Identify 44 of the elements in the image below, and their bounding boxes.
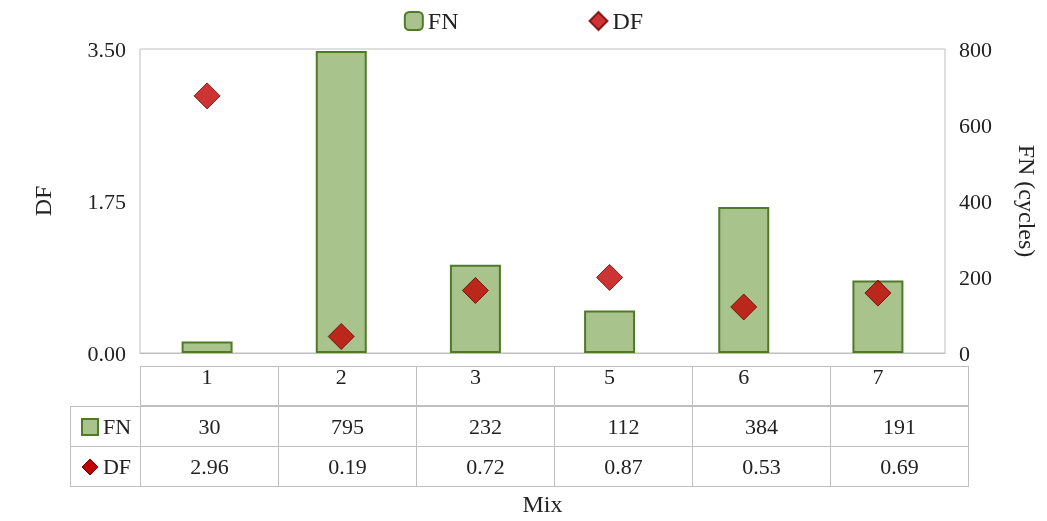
data-label: 2.96 <box>190 453 229 480</box>
y-tick-label: 3.50 <box>87 36 126 62</box>
data-label: 30 <box>198 413 221 440</box>
data-label: 191 <box>883 413 916 440</box>
x-tick-label: 3 <box>469 363 481 389</box>
data-label: 232 <box>469 413 502 440</box>
data-label: 0.19 <box>328 453 367 480</box>
bar <box>584 310 636 353</box>
bar <box>181 341 233 353</box>
y2-axis-title: FN (cycles) <box>1014 144 1040 258</box>
y-tick-label: 0.00 <box>87 340 126 366</box>
data-label: 0.72 <box>466 453 505 480</box>
bar <box>449 264 501 353</box>
y2-tick-label: 400 <box>959 188 992 214</box>
point <box>193 82 221 110</box>
x-tick-label: 2 <box>335 363 347 389</box>
y2-tick-label: 800 <box>959 36 992 62</box>
x-tick-label: 6 <box>738 363 750 389</box>
point <box>864 279 892 307</box>
data-label: 384 <box>745 413 778 440</box>
y-axis-title: DF <box>30 185 56 217</box>
data-label: 0.87 <box>604 453 643 480</box>
bar <box>718 207 770 353</box>
y2-tick-label: 600 <box>959 112 992 138</box>
legend-label: DF <box>612 8 644 34</box>
text: FN <box>102 413 132 439</box>
x-axis-title: Mix <box>522 491 563 517</box>
data-label: 112 <box>607 413 640 440</box>
point <box>596 263 624 291</box>
y2-tick-label: 0 <box>959 340 970 366</box>
point <box>461 276 489 304</box>
x-tick-label: 5 <box>604 363 616 389</box>
bar <box>315 50 367 353</box>
legend-label: FN <box>427 8 459 34</box>
x-tick-label: 7 <box>872 363 884 389</box>
data-label: 795 <box>331 413 364 440</box>
y2-tick-label: 200 <box>959 264 992 290</box>
y-tick-label: 1.75 <box>87 188 126 214</box>
point <box>730 293 758 321</box>
x-tick-label: 1 <box>201 363 213 389</box>
data-label: 0.69 <box>880 453 919 480</box>
text: DF <box>102 453 132 479</box>
point <box>327 323 355 350</box>
data-label: 0.53 <box>742 453 781 480</box>
